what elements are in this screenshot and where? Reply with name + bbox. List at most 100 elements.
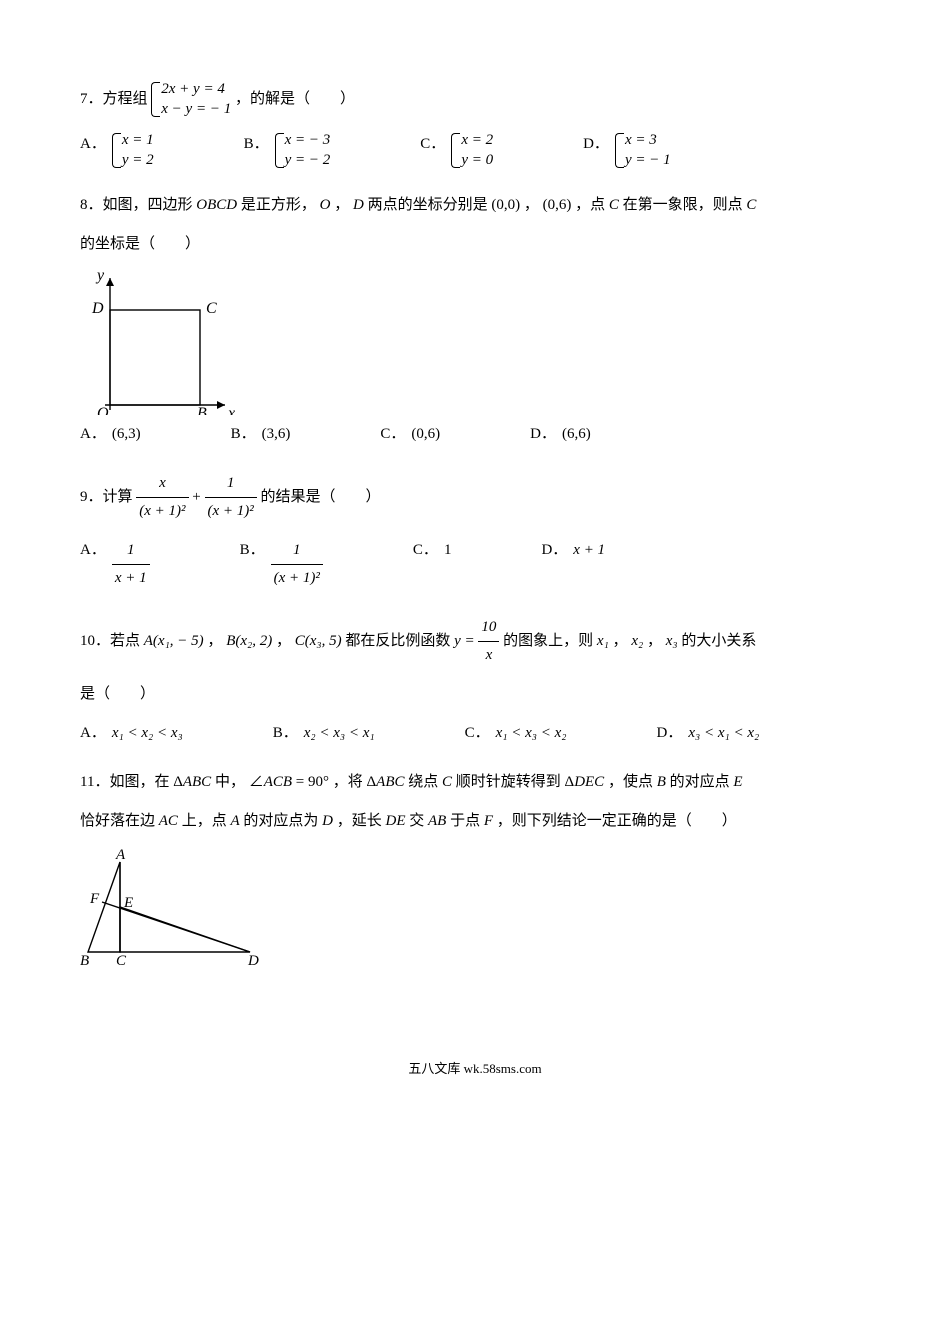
q8-opt-a: A．(6,3) <box>80 421 141 448</box>
q9-opt-d: D． x + 1 <box>541 537 605 564</box>
q9-b-den: (x + 1)² <box>271 565 323 592</box>
opt-c: C． <box>465 720 490 747</box>
label-C2: C <box>116 953 127 967</box>
q9-opt-b: B． 1 (x + 1)² <box>240 537 323 592</box>
q10-prefix: 10．若点 <box>80 633 140 649</box>
label-O: O <box>97 405 109 415</box>
q9-frac1: x (x + 1)² <box>136 470 188 525</box>
opt-b: B． <box>231 421 256 448</box>
q8-p1: (0,0) <box>491 197 520 213</box>
opt-c: C． <box>413 537 438 564</box>
question-7: 7．方程组 2x + y = 4 x − y = − 1 ，的解是（ ） A． … <box>80 80 870 170</box>
q8-s1: 8．如图，四边形 <box>80 197 193 213</box>
page-footer: 五八文库 wk.58sms.com <box>80 1057 870 1080</box>
q7-d-l2: y = − 1 <box>625 151 671 171</box>
q8-s2: 是正方形， <box>241 197 316 213</box>
q11-abc1: ABC <box>183 774 211 790</box>
question-9: 9．计算 x (x + 1)² + 1 (x + 1)² 的结果是（ ） A． … <box>80 470 870 592</box>
q11-l2p1: 恰好落在边 <box>80 813 159 829</box>
q9-stem: 9．计算 x (x + 1)² + 1 (x + 1)² 的结果是（ ） <box>80 470 870 525</box>
q11-l1p3: = 90° ，将 Δ <box>292 774 376 790</box>
q10-sep1: ， <box>207 633 222 649</box>
q11-ac: AC <box>159 813 178 829</box>
q9-b-num: 1 <box>271 537 323 565</box>
q11-d: D <box>322 813 333 829</box>
label-D2: D <box>247 953 259 967</box>
q10-opt-c: C．x₁ < x₃ < x₂ <box>465 720 567 747</box>
q9-a-frac: 1 x + 1 <box>112 537 150 592</box>
label-D: D <box>91 300 104 317</box>
q8-a: (6,3) <box>112 421 141 448</box>
q11-de: DE <box>386 813 406 829</box>
q11-l1p2: 中， ∠ <box>211 774 264 790</box>
q11-acb: ACB <box>264 774 292 790</box>
q8-figure: y x O B D C <box>80 270 235 415</box>
q11-l2p5: 交 <box>406 813 429 829</box>
q7-b-sys: x = − 3 y = − 2 <box>275 131 331 170</box>
q11-ab: AB <box>428 813 446 829</box>
q11-l2p2: 上，点 <box>178 813 231 829</box>
opt-c: C． <box>380 421 405 448</box>
q8-sep2: ， <box>524 197 539 213</box>
q11-l2p7: ，则下列结论一定正确的是（ ） <box>493 813 737 829</box>
q11-line2: 恰好落在边 AC 上，点 A 的对应点为 D ，延长 DE 交 AB 于点 F … <box>80 808 870 835</box>
q7-a-sys: x = 1 y = 2 <box>112 131 154 170</box>
q11-c: C <box>442 774 452 790</box>
q7-opt-b: B． x = − 3 y = − 2 <box>244 131 331 170</box>
q7-system: 2x + y = 4 x − y = − 1 <box>151 80 231 119</box>
q10-opt-d: D．x₃ < x₁ < x₂ <box>657 720 760 747</box>
q8-opt-d: D．(6,6) <box>530 421 591 448</box>
label-B2: B <box>80 953 89 967</box>
q8-p2: (0,6) <box>543 197 572 213</box>
q10-sep2: ， <box>276 633 291 649</box>
q10-d: x₃ < x₁ < x₂ <box>688 720 759 747</box>
q8-opt-b: B．(3,6) <box>231 421 291 448</box>
q8-d: D <box>353 197 364 213</box>
q11-l1p5: 顺时针旋转得到 Δ <box>452 774 574 790</box>
q9-a-num: 1 <box>112 537 150 565</box>
question-11: 11．如图，在 ΔABC 中， ∠ACB = 90° ，将 ΔABC 绕点 C … <box>80 769 870 967</box>
q10-mid: 都在反比例函数 <box>345 633 450 649</box>
q7-opt-d: D． x = 3 y = − 1 <box>583 131 671 170</box>
opt-d: D． <box>657 720 683 747</box>
q8-sep1: ， <box>334 197 349 213</box>
opt-label-b: B． <box>244 131 269 158</box>
q7-opt-c: C． x = 2 y = 0 <box>420 131 493 170</box>
q9-b-frac: 1 (x + 1)² <box>271 537 323 592</box>
q10-opt-a: A．x₁ < x₂ < x₃ <box>80 720 183 747</box>
q11-l2p3: 的对应点为 <box>240 813 323 829</box>
q9-den2: (x + 1)² <box>205 498 257 525</box>
q11-dec: DEC <box>574 774 604 790</box>
q7-b-l2: y = − 2 <box>285 151 331 171</box>
label-B: B <box>197 405 207 415</box>
q9-plus: + <box>192 489 200 505</box>
q8-b: (3,6) <box>262 421 291 448</box>
q10-x1: x₁ <box>597 633 609 649</box>
q10-suf3: 是（ ） <box>80 686 155 702</box>
q10-yeq: y = <box>454 633 475 649</box>
q11-figure: A B C D E F <box>80 847 260 967</box>
label-F: F <box>89 891 100 907</box>
q10-suf2: 的大小关系 <box>681 633 756 649</box>
label-E: E <box>123 895 133 911</box>
q11-a: A <box>230 813 239 829</box>
q7-opt-a: A． x = 1 y = 2 <box>80 131 154 170</box>
q9-c: 1 <box>444 537 452 564</box>
opt-a: A． <box>80 720 106 747</box>
opt-a: A． <box>80 537 106 564</box>
label-y: y <box>95 270 105 284</box>
q7-d-sys: x = 3 y = − 1 <box>615 131 671 170</box>
q8-opt-c: C．(0,6) <box>380 421 440 448</box>
q11-abc2: ABC <box>376 774 404 790</box>
q9-suffix: 的结果是（ ） <box>261 489 381 505</box>
q8-o: O <box>320 197 331 213</box>
question-8: 8．如图，四边形 OBCD 是正方形， O ， D 两点的坐标分别是 (0,0)… <box>80 192 870 448</box>
opt-d: D． <box>541 537 567 564</box>
q8-obcd: OBCD <box>196 197 237 213</box>
q10-frac: 10 x <box>478 614 499 669</box>
q10-suf1: 的图象上，则 <box>503 633 593 649</box>
opt-label-c: C． <box>420 131 445 158</box>
q10-C: C(x₃, 5) <box>295 633 342 649</box>
label-A: A <box>115 847 126 863</box>
q9-num2: 1 <box>205 470 257 498</box>
